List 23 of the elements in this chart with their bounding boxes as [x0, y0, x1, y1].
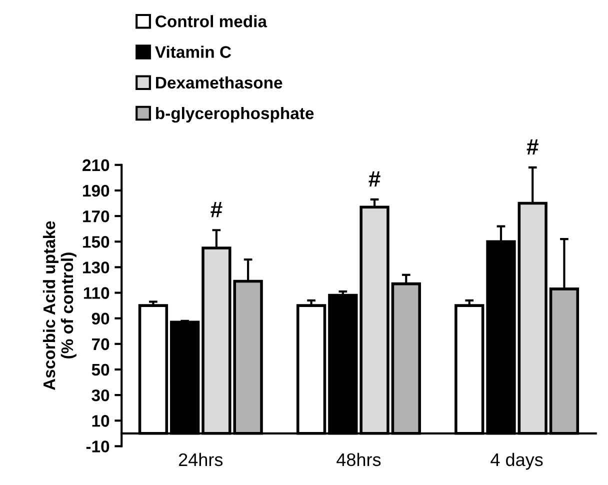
y-tick-label: 70 — [92, 338, 110, 350]
text: # — [526, 139, 538, 155]
y-tick-label: 30 — [92, 389, 110, 402]
y-tick-label: 90 — [92, 312, 110, 325]
y-tick-label: 130 — [83, 262, 110, 274]
annotation: # — [368, 171, 380, 186]
annotation: # — [210, 202, 222, 218]
y-tick-label: 190 — [83, 184, 110, 197]
x-tick-label: 24hrs — [178, 452, 223, 466]
y-tick-label: 170 — [83, 210, 110, 222]
y-tick-label: -10 — [86, 440, 110, 452]
x-tick-label: 48hrs — [336, 452, 381, 466]
x-tick-label: 4 days — [490, 452, 543, 470]
y-axis-title: Ascorbic Acid uptake (% of control) — [42, 221, 76, 390]
y-tick-label: 210 — [82, 159, 110, 172]
y-tick-label: 150 — [83, 236, 110, 248]
y-tick-label: 50 — [92, 364, 110, 376]
y-tick-label: 110 — [84, 287, 110, 299]
legend-label: b-glycerophosphate — [156, 106, 314, 123]
legend-label: Control media — [156, 15, 268, 28]
legend-label: Dexamethasone — [156, 76, 282, 89]
legend-label: Vitamin C — [155, 46, 232, 58]
y-tick-label: 10 — [92, 415, 110, 427]
